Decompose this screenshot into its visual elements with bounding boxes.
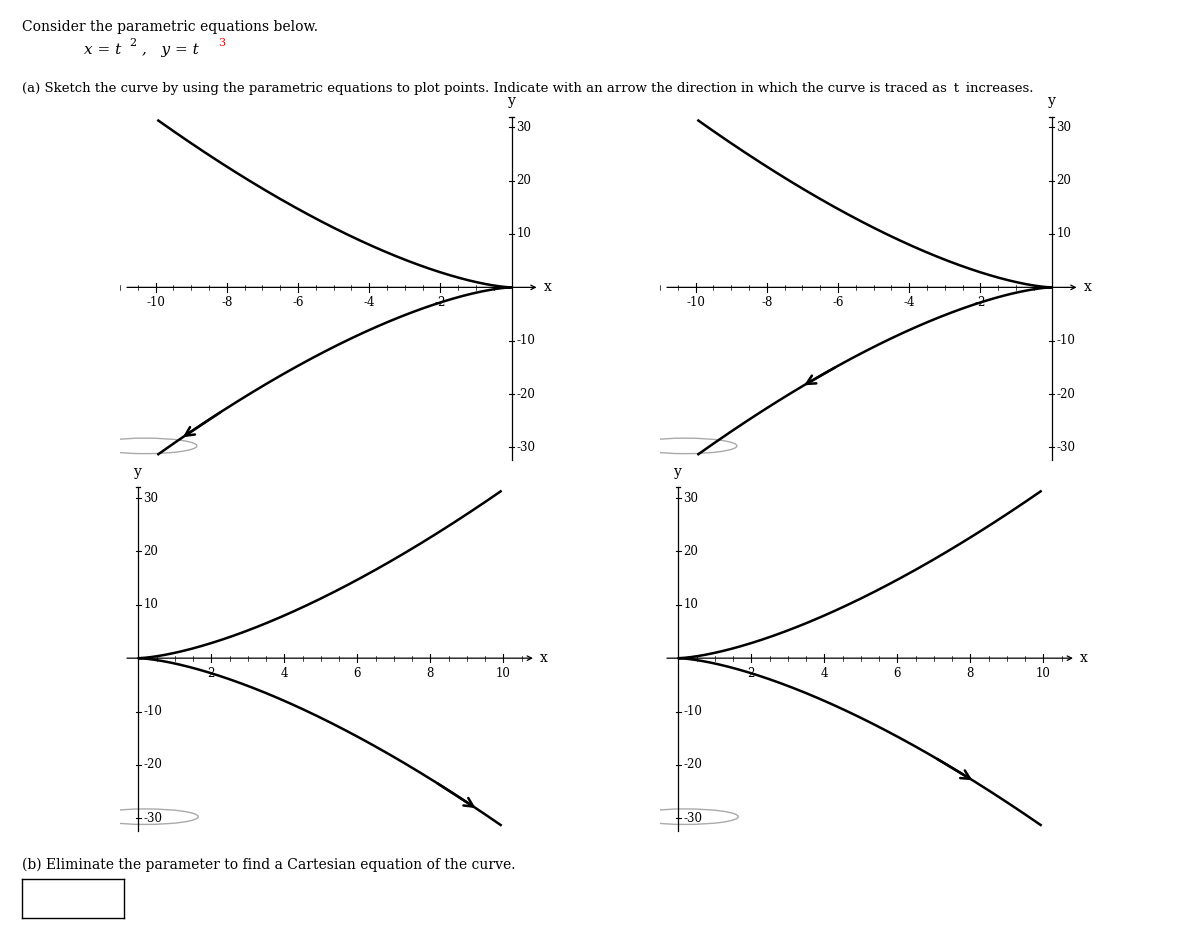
Text: 10: 10	[516, 227, 532, 240]
Text: -30: -30	[683, 812, 702, 825]
Text: Consider the parametric equations below.: Consider the parametric equations below.	[22, 20, 318, 34]
Text: 10: 10	[683, 598, 698, 611]
Text: y: y	[674, 464, 682, 478]
Text: 2: 2	[748, 667, 755, 680]
Text: -2: -2	[434, 297, 446, 310]
Text: -10: -10	[683, 705, 702, 718]
Text: 10: 10	[1036, 667, 1051, 680]
Text: 20: 20	[683, 545, 698, 558]
Text: 20: 20	[143, 545, 158, 558]
Text: -20: -20	[516, 387, 535, 400]
Text: -30: -30	[1056, 441, 1075, 454]
Text: ,   y = t: , y = t	[142, 43, 198, 57]
Text: x: x	[1085, 280, 1092, 295]
Text: 8: 8	[967, 667, 974, 680]
Text: 10: 10	[143, 598, 158, 611]
Text: 20: 20	[516, 174, 532, 187]
Text: x: x	[1080, 651, 1088, 666]
Text: 30: 30	[1056, 121, 1072, 133]
Text: -4: -4	[904, 297, 914, 310]
Text: y: y	[508, 94, 516, 108]
Text: 30: 30	[683, 491, 698, 504]
Text: -8: -8	[221, 297, 233, 310]
Text: -10: -10	[1056, 335, 1075, 348]
Text: x = t: x = t	[84, 43, 121, 57]
Text: -10: -10	[146, 297, 166, 310]
Text: -8: -8	[761, 297, 773, 310]
Text: -6: -6	[293, 297, 304, 310]
Text: 6: 6	[354, 667, 361, 680]
Text: 30: 30	[516, 121, 532, 133]
Text: -10: -10	[143, 705, 162, 718]
Text: x: x	[540, 651, 548, 666]
Text: 30: 30	[143, 491, 158, 504]
Text: -20: -20	[1056, 387, 1075, 400]
Text: 4: 4	[821, 667, 828, 680]
Text: 10: 10	[1056, 227, 1072, 240]
Text: -6: -6	[833, 297, 844, 310]
Text: -20: -20	[683, 758, 702, 771]
Text: x: x	[545, 280, 552, 295]
Text: 6: 6	[894, 667, 901, 680]
Text: 20: 20	[1056, 174, 1072, 187]
Text: -2: -2	[974, 297, 986, 310]
Text: -10: -10	[686, 297, 706, 310]
Text: -30: -30	[143, 812, 162, 825]
Text: 8: 8	[427, 667, 434, 680]
Text: 4: 4	[281, 667, 288, 680]
Text: -20: -20	[143, 758, 162, 771]
Text: 2: 2	[130, 38, 137, 48]
Text: y: y	[1048, 94, 1056, 108]
Text: -30: -30	[516, 441, 535, 454]
Text: (a) Sketch the curve by using the parametric equations to plot points. Indicate : (a) Sketch the curve by using the parame…	[22, 82, 1033, 95]
Text: 3: 3	[218, 38, 226, 48]
Text: (b) Eliminate the parameter to find a Cartesian equation of the curve.: (b) Eliminate the parameter to find a Ca…	[22, 857, 515, 872]
Text: -10: -10	[516, 335, 535, 348]
Text: 10: 10	[496, 667, 511, 680]
Text: y: y	[134, 464, 142, 478]
Text: -4: -4	[364, 297, 374, 310]
Text: 2: 2	[208, 667, 215, 680]
